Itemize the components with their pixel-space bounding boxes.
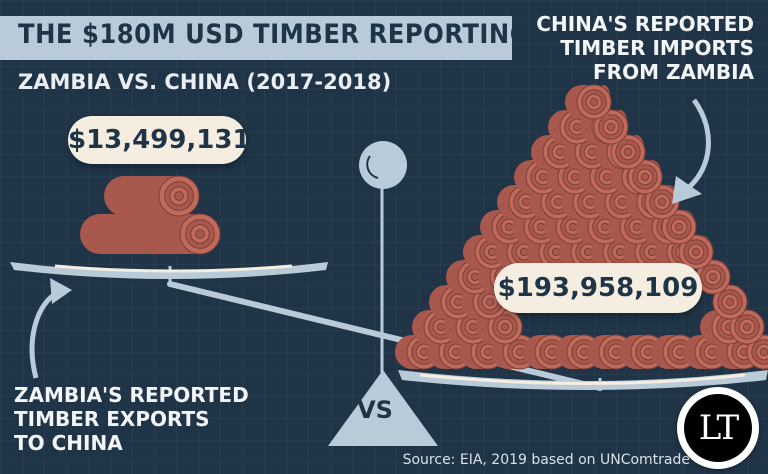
zambia-label-line: TIMBER EXPORTS	[14, 407, 210, 431]
large-log-pile	[395, 84, 768, 370]
china-value-badge: $193,958,109	[494, 263, 702, 313]
right-pan	[398, 370, 768, 390]
china-label-line: FROM ZAMBIA	[593, 60, 754, 84]
china-arrow	[686, 98, 711, 190]
china-label-line: CHINA'S REPORTED	[536, 12, 754, 36]
china-label-line: TIMBER IMPORTS	[560, 36, 754, 60]
zambia-label-line: TO CHINA	[14, 431, 123, 455]
zambia-label: ZAMBIA'S REPORTED TIMBER EXPORTS TO CHIN…	[14, 383, 249, 455]
lt-logo: LT	[677, 387, 759, 469]
infographic-subtitle: ZAMBIA VS. CHINA (2017-2018)	[18, 70, 392, 94]
china-label: CHINA'S REPORTED TIMBER IMPORTS FROM ZAM…	[536, 12, 754, 84]
left-pan	[10, 262, 328, 279]
source-note: Source: EIA, 2019 based on UNComtrade	[402, 452, 690, 468]
lt-logo-mark: LT	[684, 394, 752, 462]
scale-knob	[359, 141, 407, 189]
zambia-label-line: ZAMBIA'S REPORTED	[14, 383, 249, 407]
zambia-arrow	[29, 289, 60, 379]
small-log-pile	[80, 175, 221, 255]
zambia-value-badge: $13,499,131	[68, 116, 251, 164]
vs-label: VS	[357, 396, 393, 424]
scale-beam	[167, 281, 603, 391]
infographic-title: THE $180M USD TIMBER REPORTING GAP:	[18, 19, 608, 50]
scale-base	[328, 370, 438, 446]
title-band	[0, 16, 512, 60]
